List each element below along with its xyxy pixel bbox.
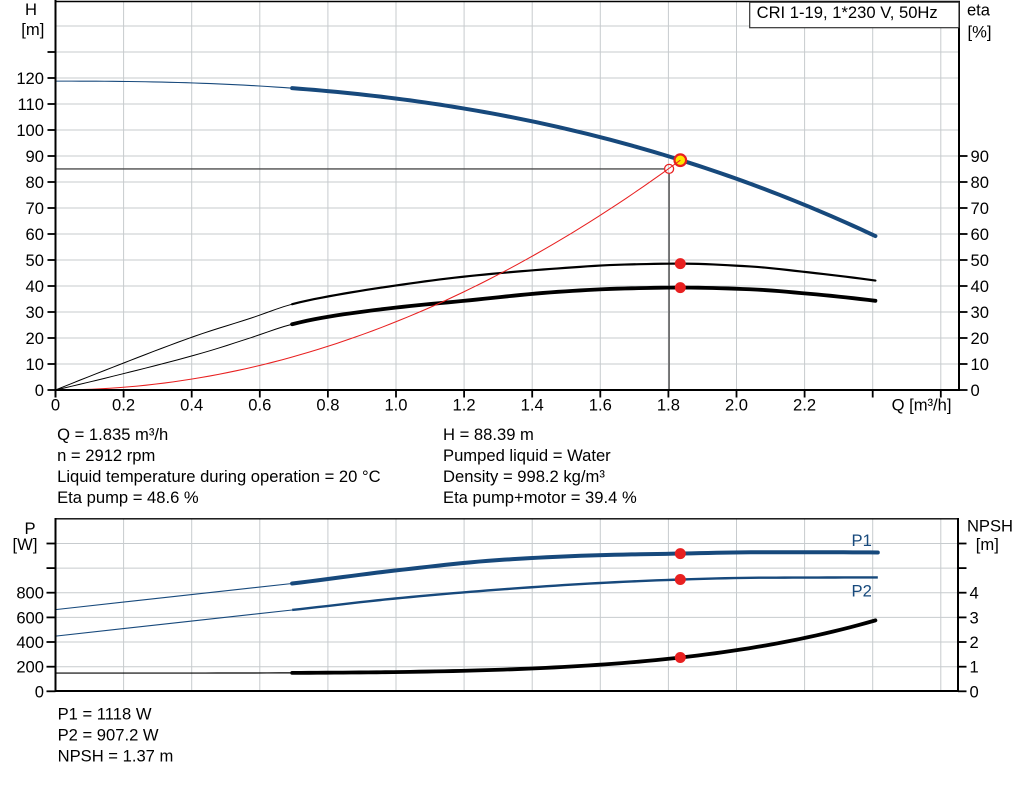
svg-text:30: 30 [971, 303, 989, 322]
svg-text:Pumped liquid = Water: Pumped liquid = Water [443, 446, 611, 465]
svg-text:[m]: [m] [21, 20, 44, 39]
svg-text:50: 50 [971, 251, 989, 270]
svg-text:0: 0 [970, 682, 979, 701]
svg-text:60: 60 [26, 225, 44, 244]
svg-text:80: 80 [971, 173, 989, 192]
svg-text:10: 10 [971, 355, 989, 374]
svg-text:80: 80 [26, 173, 44, 192]
svg-text:110: 110 [18, 95, 44, 114]
svg-text:50: 50 [26, 251, 44, 270]
svg-text:P: P [24, 519, 35, 538]
svg-text:2: 2 [970, 633, 979, 652]
svg-text:eta: eta [967, 1, 991, 20]
svg-text:0: 0 [51, 396, 60, 415]
svg-text:NPSH: NPSH [967, 517, 1013, 536]
svg-text:90: 90 [26, 147, 44, 166]
svg-text:600: 600 [16, 608, 44, 627]
svg-text:H: H [25, 0, 37, 19]
svg-text:120: 120 [16, 69, 44, 88]
svg-text:20: 20 [971, 329, 989, 348]
svg-text:100: 100 [16, 121, 44, 140]
svg-text:1: 1 [970, 658, 979, 677]
svg-text:400: 400 [16, 633, 44, 652]
svg-text:[W]: [W] [13, 535, 38, 554]
svg-text:40: 40 [971, 277, 989, 296]
svg-text:4: 4 [970, 584, 979, 603]
svg-text:2.2: 2.2 [793, 396, 816, 415]
svg-text:1.8: 1.8 [657, 396, 680, 415]
svg-text:Liquid temperature during oper: Liquid temperature during operation = 20… [57, 467, 381, 486]
svg-text:Eta pump = 48.6 %: Eta pump = 48.6 % [57, 488, 199, 507]
svg-text:Eta pump+motor = 39.4 %: Eta pump+motor = 39.4 % [443, 488, 637, 507]
svg-text:40: 40 [26, 277, 44, 296]
svg-text:2.0: 2.0 [725, 396, 748, 415]
svg-text:P1: P1 [852, 531, 872, 550]
svg-text:3: 3 [970, 608, 979, 627]
svg-text:[%]: [%] [968, 22, 992, 41]
svg-text:70: 70 [26, 199, 44, 218]
svg-text:70: 70 [971, 199, 989, 218]
svg-text:0.6: 0.6 [248, 396, 271, 415]
svg-text:0: 0 [971, 381, 980, 400]
svg-text:[m]: [m] [976, 535, 999, 554]
svg-text:10: 10 [26, 355, 44, 374]
svg-text:0.8: 0.8 [316, 396, 339, 415]
svg-text:P1 = 1118 W: P1 = 1118 W [58, 704, 152, 723]
svg-text:Density = 998.2 kg/m³: Density = 998.2 kg/m³ [443, 467, 605, 486]
svg-text:Q = 1.835 m³/h: Q = 1.835 m³/h [57, 425, 168, 444]
svg-text:800: 800 [16, 584, 44, 603]
svg-text:1.2: 1.2 [453, 396, 476, 415]
svg-text:1.4: 1.4 [521, 396, 544, 415]
svg-text:n = 2912 rpm: n = 2912 rpm [57, 446, 155, 465]
svg-text:30: 30 [26, 303, 44, 322]
svg-text:Q [m³/h]: Q [m³/h] [892, 396, 952, 415]
svg-text:P2 = 907.2 W: P2 = 907.2 W [58, 725, 159, 744]
svg-text:1.0: 1.0 [384, 396, 407, 415]
svg-text:0: 0 [35, 381, 44, 400]
svg-text:20: 20 [26, 329, 44, 348]
svg-text:1.6: 1.6 [589, 396, 612, 415]
svg-text:0.2: 0.2 [112, 396, 135, 415]
svg-text:NPSH = 1.37 m: NPSH = 1.37 m [58, 746, 174, 765]
svg-text:200: 200 [16, 658, 44, 677]
svg-text:P2: P2 [852, 582, 872, 601]
svg-text:0.4: 0.4 [180, 396, 203, 415]
svg-text:0: 0 [35, 682, 44, 701]
svg-text:CRI 1-19, 1*230 V, 50Hz: CRI 1-19, 1*230 V, 50Hz [757, 3, 938, 22]
svg-text:60: 60 [971, 225, 989, 244]
svg-text:90: 90 [971, 147, 989, 166]
svg-text:H = 88.39 m: H = 88.39 m [443, 425, 534, 444]
